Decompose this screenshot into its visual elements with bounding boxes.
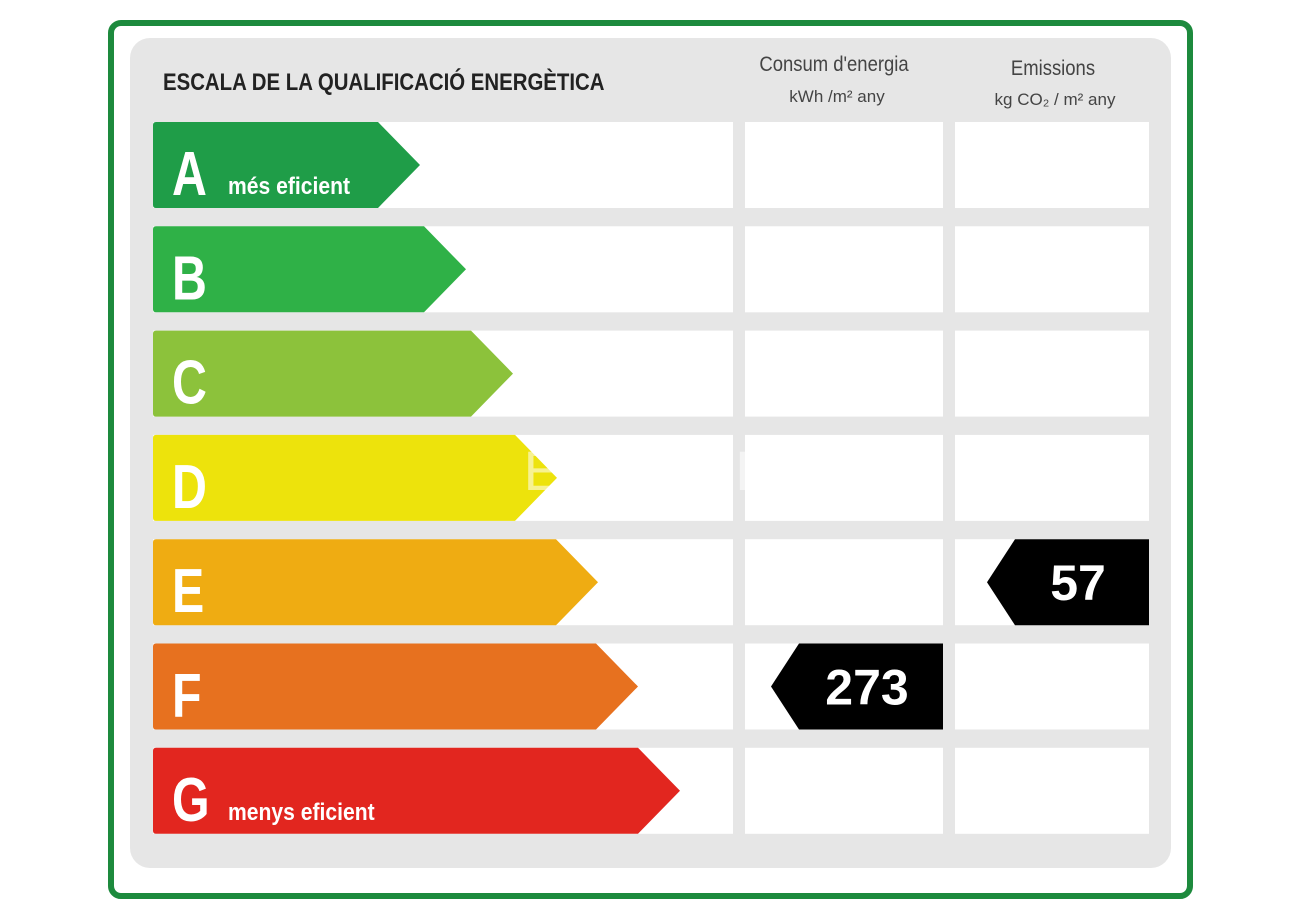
- rating-letter: G: [172, 765, 210, 834]
- rating-arrow: [153, 643, 638, 730]
- rating-letter: F: [172, 661, 202, 730]
- cell: [745, 330, 943, 417]
- cell: [955, 643, 1149, 730]
- rating-arrow: [153, 434, 557, 521]
- rating-arrow: [153, 330, 513, 417]
- cell: [745, 226, 943, 313]
- column-unit: kWh /m² any: [789, 87, 885, 106]
- column-title: Consum d'energia: [759, 53, 908, 76]
- cell: [955, 434, 1149, 521]
- cell: [745, 122, 943, 208]
- rating-arrow: [153, 747, 680, 834]
- rating-letter: B: [172, 244, 207, 313]
- rating-label: menys eficient: [228, 799, 375, 826]
- column-unit: kg CO₂ / m² any: [995, 90, 1116, 109]
- cell: [955, 226, 1149, 313]
- value-marker: [771, 643, 943, 730]
- rating-letter: E: [172, 556, 204, 625]
- value: 57: [1050, 555, 1106, 611]
- column-title: Emissions: [1011, 57, 1095, 80]
- cell: [955, 330, 1149, 417]
- watermark: ESPIGUL: [524, 439, 767, 502]
- cell: [955, 747, 1149, 834]
- cell: [955, 122, 1149, 208]
- rating-arrow: [153, 122, 420, 208]
- rating-label: més eficient: [228, 173, 350, 200]
- value-marker: [987, 539, 1149, 626]
- rating-arrow: [153, 539, 598, 626]
- rating-letter: A: [172, 139, 207, 208]
- title: ESCALA DE LA QUALIFICACIÓ ENERGÈTICA: [163, 68, 604, 95]
- rating-arrow: [153, 226, 466, 313]
- rating-letter: D: [172, 452, 207, 521]
- rating-letter: C: [172, 348, 207, 417]
- cell: [745, 434, 943, 521]
- cell: [745, 747, 943, 834]
- cell: [745, 539, 943, 626]
- value: 273: [825, 660, 908, 716]
